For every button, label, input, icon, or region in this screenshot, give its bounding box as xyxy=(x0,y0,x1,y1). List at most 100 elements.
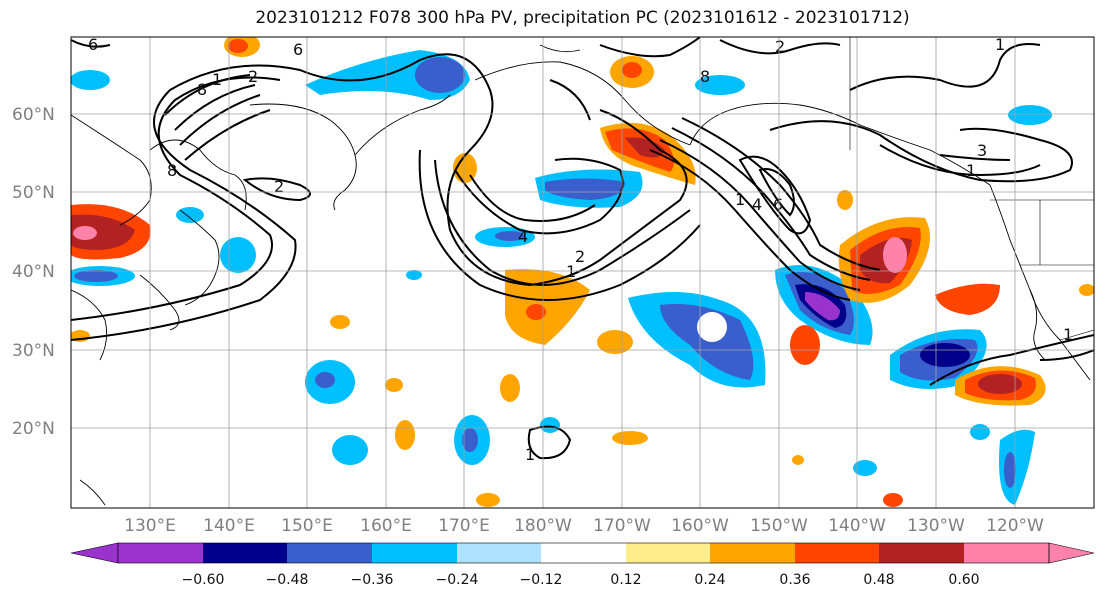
lon-label: 140°W xyxy=(828,516,886,536)
precip-blob xyxy=(697,312,727,342)
lon-label: 150°E xyxy=(281,516,333,536)
colorbar-tick-label: 0.36 xyxy=(779,572,810,588)
colorbar-tick-label: −0.36 xyxy=(351,572,394,588)
lon-label: 160°W xyxy=(671,516,729,536)
contour-label: 2 xyxy=(775,37,785,56)
pv-contour xyxy=(769,120,1073,183)
pv-contour xyxy=(469,174,596,222)
precip-blob xyxy=(837,190,853,210)
contour-label: 6 xyxy=(88,35,98,54)
pv-contour xyxy=(174,84,256,131)
colorbar-segment xyxy=(118,543,203,563)
precip-blob xyxy=(332,435,368,465)
pv-contour xyxy=(599,37,701,58)
contour-label: 2 xyxy=(274,177,284,196)
pv-contour xyxy=(527,425,572,460)
pv-contour xyxy=(649,149,851,301)
coastline xyxy=(71,114,152,226)
coastline xyxy=(139,274,180,331)
map-frame xyxy=(70,36,1095,509)
precip-blob xyxy=(462,428,478,452)
precip-blob xyxy=(1004,452,1016,488)
precip-blob xyxy=(73,226,97,240)
border-line xyxy=(1059,329,1094,341)
pv-contour xyxy=(758,168,795,217)
map-title: 2023101212 F078 300 hPa PV, precipitatio… xyxy=(255,8,910,28)
pv-contour-labels: 6 6 8 1 2 8 2 4 1 2 8 6 4 1 3 1 2 1 1 1 xyxy=(88,35,1073,464)
colorbar-segment xyxy=(964,543,1049,563)
pv-contour xyxy=(179,94,261,146)
contour-label: 8 xyxy=(197,80,207,99)
pv-contour xyxy=(929,334,1094,386)
contour-label: 3 xyxy=(977,141,987,160)
precip-blob xyxy=(695,75,745,95)
contour-label: 1 xyxy=(966,161,976,180)
lon-label: 140°E xyxy=(203,516,255,536)
map-panel: 6 6 8 1 2 8 2 4 1 2 8 6 4 1 3 1 2 1 1 1 xyxy=(71,35,1094,508)
colorbar-tick-label: 0.12 xyxy=(610,572,641,588)
precip-blob xyxy=(660,304,754,380)
precip-blob xyxy=(545,178,625,200)
contour-label: 4 xyxy=(518,227,528,246)
pv-contour xyxy=(738,155,812,235)
precip-blob xyxy=(330,315,350,329)
lon-label: 180°W xyxy=(514,516,572,536)
precip-blob xyxy=(220,237,256,273)
colorbar-tick-label: 0.48 xyxy=(863,572,894,588)
precip-blob xyxy=(315,372,335,388)
pv-contour xyxy=(71,53,688,341)
pv-contour xyxy=(434,159,691,286)
contour-label: 4 xyxy=(752,195,762,214)
colorbar-tick-label: −0.48 xyxy=(266,572,309,588)
precip-blob xyxy=(495,231,525,241)
precip-blob xyxy=(612,431,648,445)
precip-blob xyxy=(790,325,820,365)
lat-labels: 60°N 50°N 40°N 30°N 20°N xyxy=(12,105,55,439)
lat-label: 50°N xyxy=(12,183,55,203)
lat-label: 30°N xyxy=(12,341,55,361)
contour-label: 2 xyxy=(575,247,585,266)
colorbar-segment xyxy=(795,543,880,563)
precip-blob xyxy=(74,270,118,282)
colorbar-segment xyxy=(626,543,711,563)
gridlines xyxy=(71,37,1094,508)
precip-blob xyxy=(622,62,642,78)
lon-label: 170°E xyxy=(438,516,490,536)
lat-label: 40°N xyxy=(12,262,55,282)
lon-label: 160°E xyxy=(360,516,412,536)
colorbar-segment xyxy=(457,543,542,563)
pv-contour xyxy=(418,149,701,301)
pv-contour xyxy=(659,139,861,291)
colorbar-tick-label: 0.24 xyxy=(694,572,725,588)
colorbar-segment xyxy=(203,543,288,563)
precip-blob xyxy=(526,304,546,320)
lon-label: 120°W xyxy=(986,516,1044,536)
coastline xyxy=(71,289,108,361)
pv-contours xyxy=(71,37,1094,460)
pv-contour xyxy=(671,127,871,281)
contour-label: 1 xyxy=(212,70,222,89)
contour-label: 1 xyxy=(995,35,1005,54)
precip-blob xyxy=(883,493,903,507)
precip-blob xyxy=(920,343,970,367)
precip-blob xyxy=(978,374,1022,394)
contour-label: 1 xyxy=(566,262,576,281)
colorbar-ticks: −0.60 −0.48 −0.36 −0.24 −0.12 0.12 0.24 … xyxy=(182,572,980,588)
ocean xyxy=(71,37,1094,508)
lon-label: 170°W xyxy=(593,516,651,536)
coastline xyxy=(354,94,451,156)
pv-contour xyxy=(184,109,271,161)
contour-label: 6 xyxy=(293,40,303,59)
lat-label: 60°N xyxy=(12,105,55,125)
precip-blob xyxy=(71,70,110,90)
precip-blob xyxy=(71,214,135,250)
pv-contour xyxy=(939,154,1011,161)
pv-contour xyxy=(879,144,1041,177)
pv-contour xyxy=(681,117,881,271)
colorbar-segment xyxy=(372,543,457,563)
colorbar-tick-label: −0.60 xyxy=(182,572,225,588)
pv-contour xyxy=(454,157,624,235)
coastline xyxy=(79,479,106,506)
precip-blob xyxy=(935,283,1000,315)
precip-blob xyxy=(540,417,560,433)
